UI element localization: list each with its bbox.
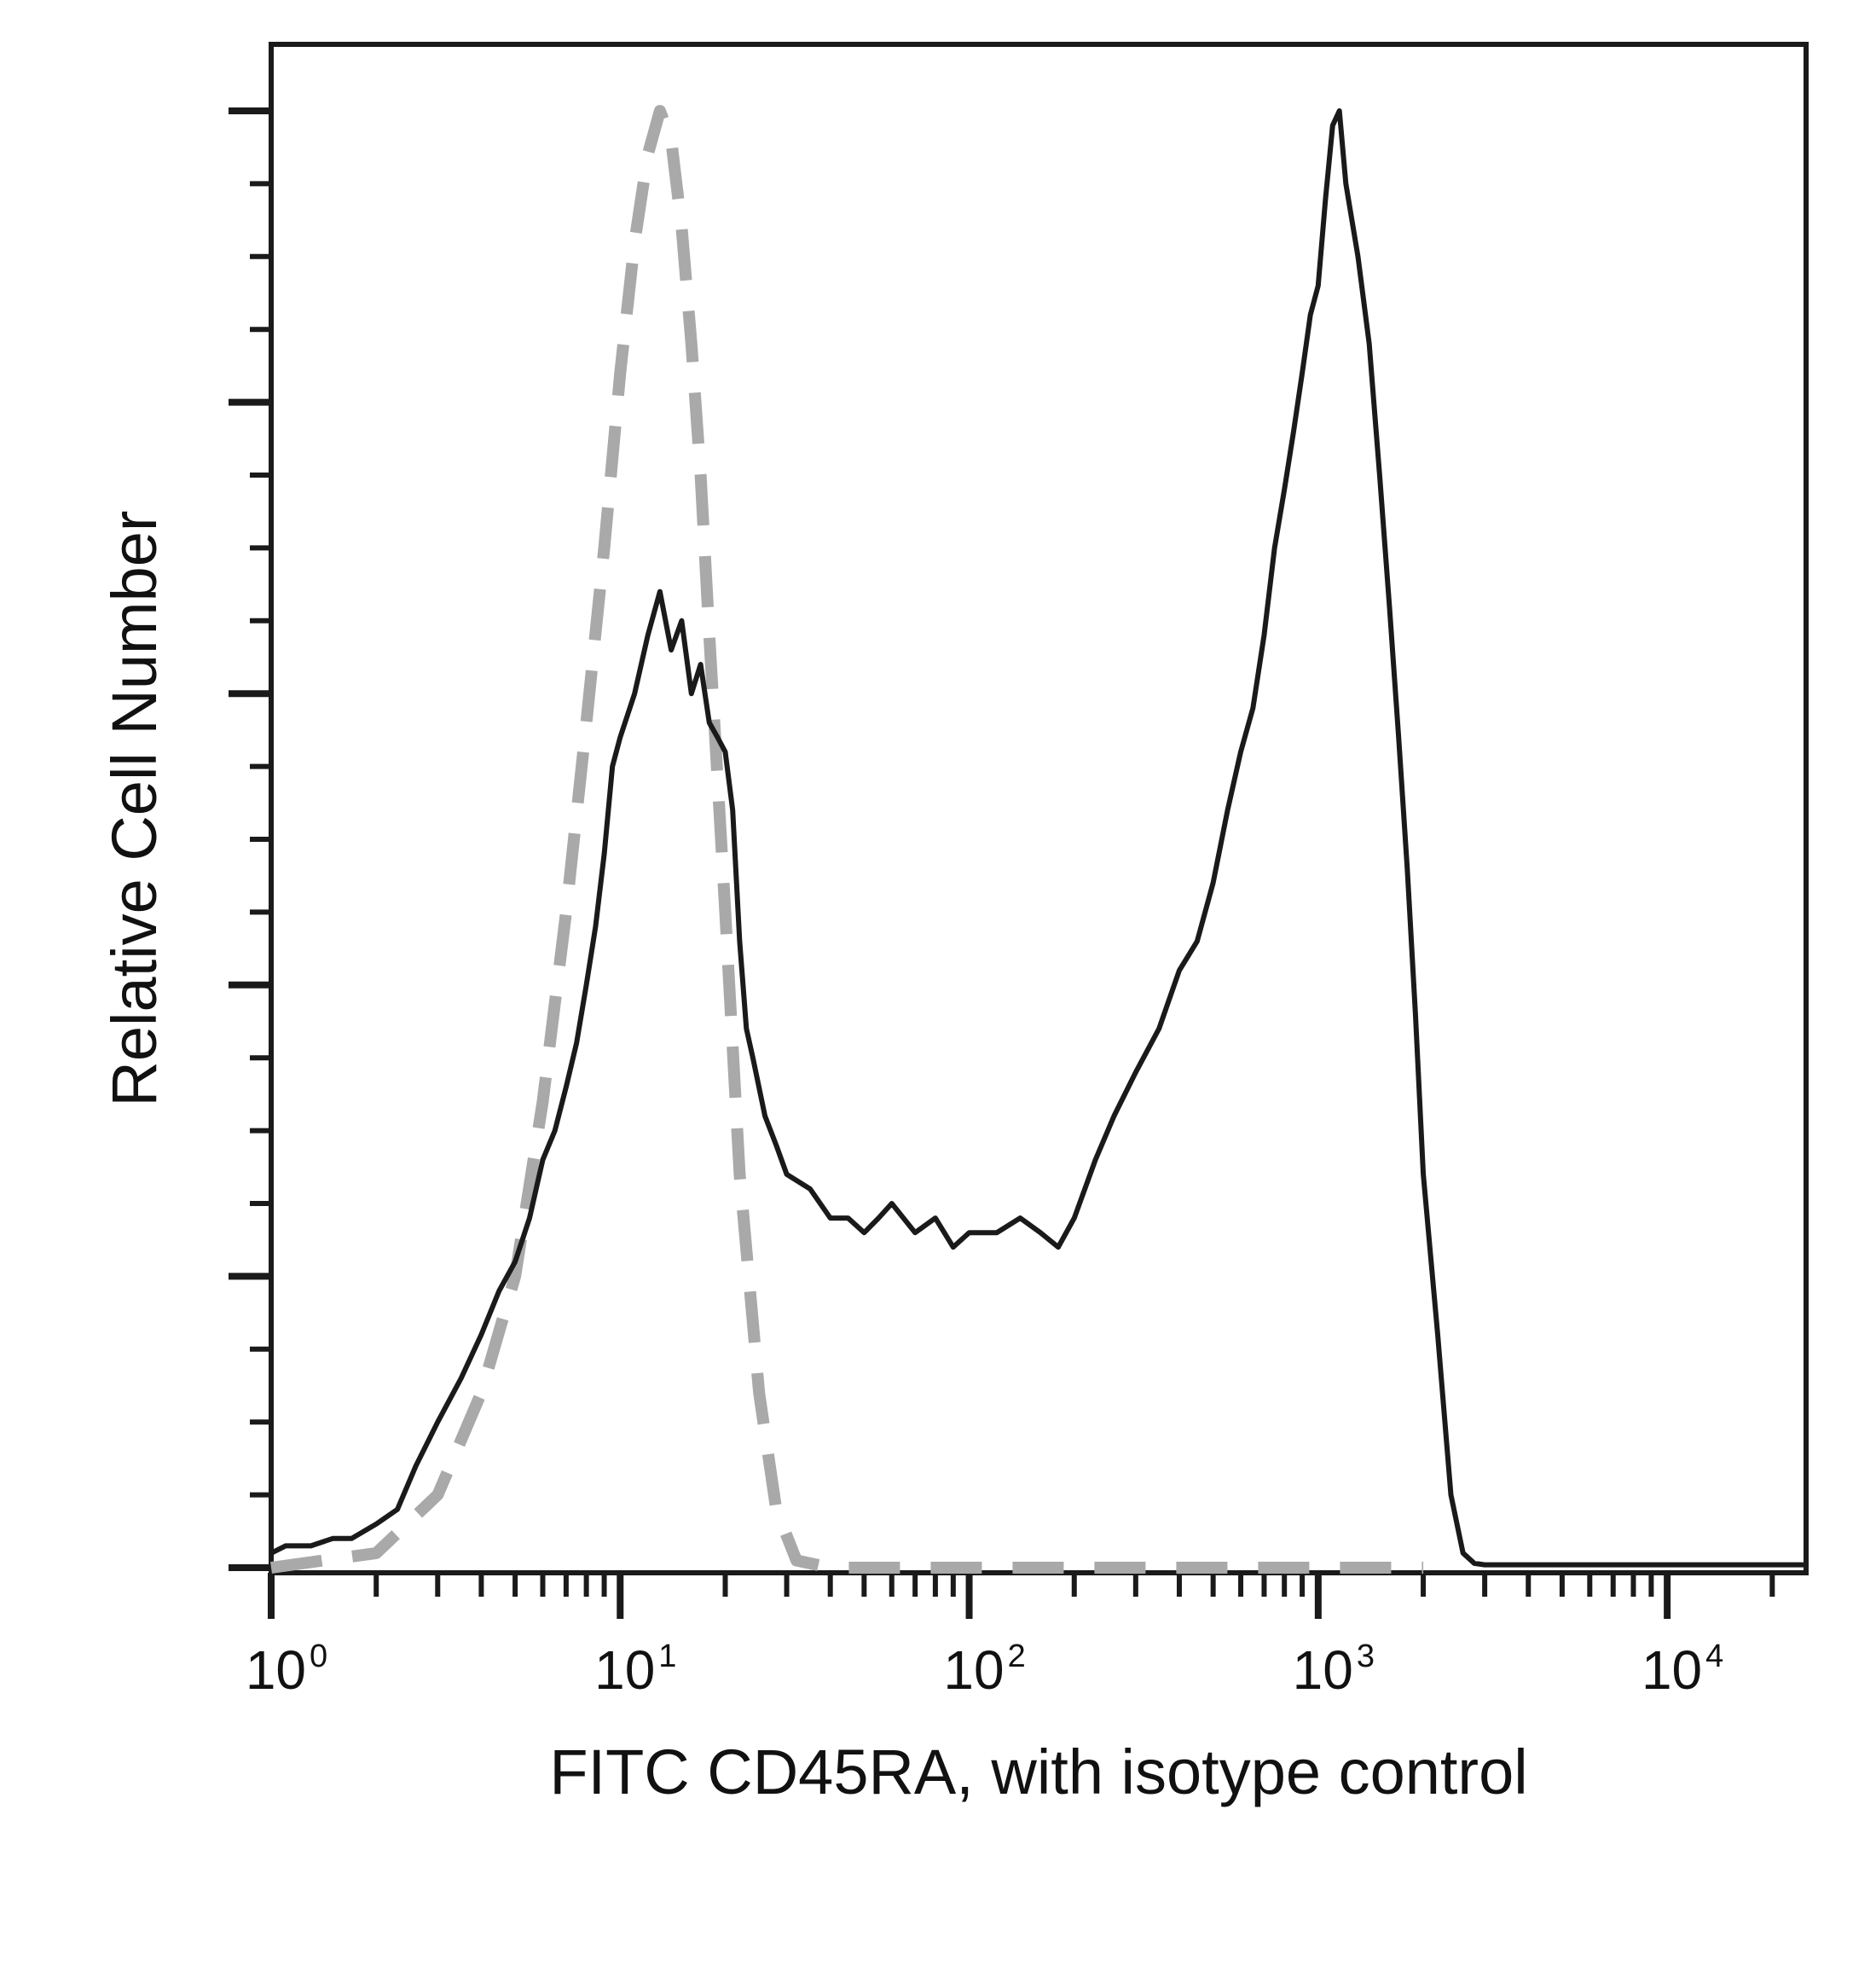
cd45ra-curve <box>269 108 1806 1568</box>
x-tick-label: 10 1 <box>594 1638 676 1701</box>
x-tick-label: 10 3 <box>1293 1638 1375 1701</box>
x-tick-label: 10 4 <box>1642 1638 1723 1701</box>
y-axis-ticks <box>229 107 271 1571</box>
x-axis-tick-labels: 10 0 10 1 10 2 10 3 10 4 <box>246 1638 1723 1701</box>
x-tick-label: 10 0 <box>246 1638 327 1701</box>
x-axis-ticks <box>268 1573 1775 1619</box>
isotype-control-curve <box>270 105 1424 1574</box>
y-axis-title: Relative Cell Number <box>99 510 170 1106</box>
x-axis-title: FITC CD45RA, with isotype control <box>549 1737 1527 1807</box>
series-layer <box>269 105 1806 1574</box>
x-tick-label: 10 2 <box>943 1638 1025 1701</box>
